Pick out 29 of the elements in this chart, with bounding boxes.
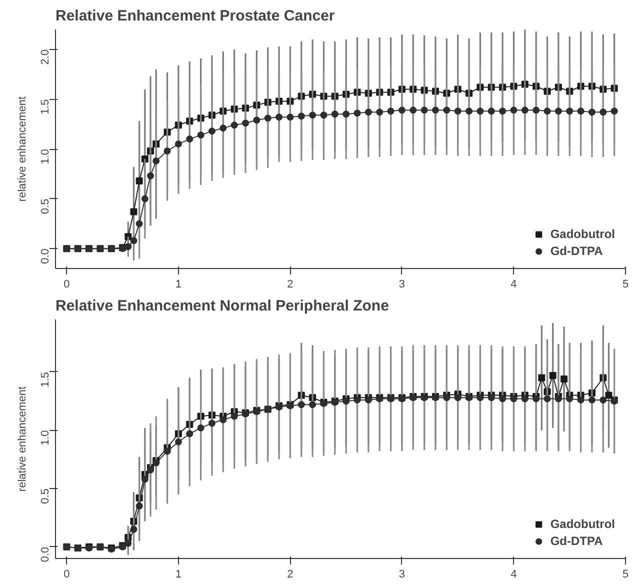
x-tick-label: 3 [398,568,406,580]
x-tick-label: 5 [622,568,629,580]
legend-label: Gadobutrol [550,517,615,531]
x-tick-label: 0 [64,568,70,580]
y-tick-label: 1.5 [40,99,52,114]
legend-label: Gd-DTPA [550,534,603,548]
y-axis-title: relative enhancement [16,96,28,202]
legend-label: Gd-DTPA [550,244,603,258]
y-tick-label: 0.5 [40,198,52,214]
y-tick-label: 1.5 [40,372,52,388]
y-tick-label: 2.0 [40,49,52,65]
y-axis-title: relative enhancement [16,386,28,492]
y-tick-label: 1.0 [40,430,52,446]
y-tick-label: 0.5 [40,488,52,504]
x-tick-label: 1 [175,568,182,580]
x-tick-label: 3 [398,278,406,290]
chart-title: Relative Enhancement Normal Peripheral Zone [56,298,389,314]
x-tick-label: 4 [510,278,517,290]
legend-label: Gadobutrol [550,227,615,241]
x-tick-label: 2 [287,278,294,290]
x-tick-label: 4 [510,568,517,580]
y-tick-label: 0.0 [40,546,52,562]
x-tick-label: 2 [287,568,294,580]
y-tick-label: 1.0 [40,148,52,164]
x-tick-label: 0 [64,278,70,290]
x-tick-label: 1 [175,278,182,290]
chart-title: Relative Enhancement Prostate Cancer [56,8,335,24]
y-tick-label: 0.0 [40,248,52,264]
x-tick-label: 5 [622,278,629,290]
